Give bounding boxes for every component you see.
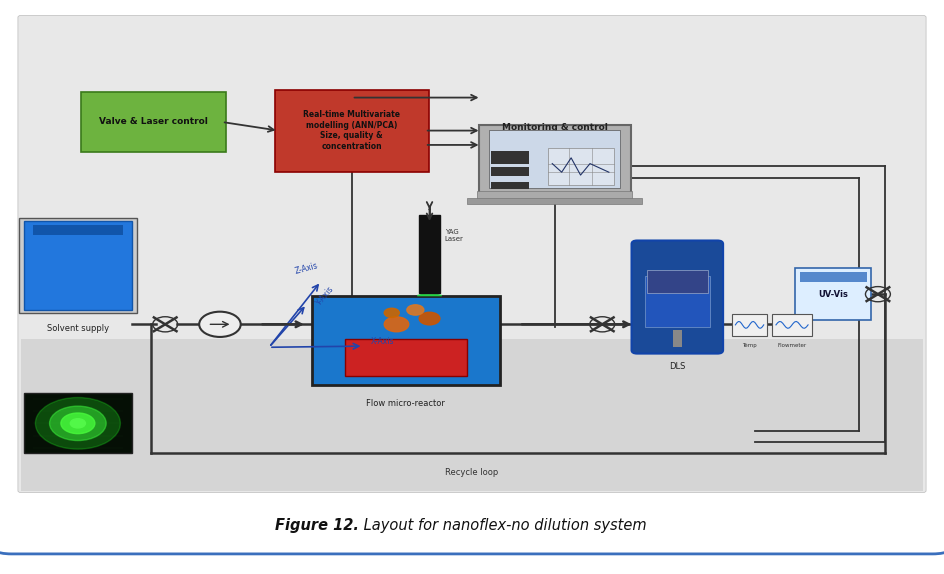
Text: Recycle loop: Recycle loop xyxy=(446,468,498,477)
Text: Figure 12.: Figure 12. xyxy=(275,518,359,533)
Bar xyxy=(800,272,867,282)
Text: YAG
Laser: YAG Laser xyxy=(445,229,464,242)
Bar xyxy=(312,296,500,385)
Text: Y-Axis: Y-Axis xyxy=(314,285,336,307)
Text: Monitoring & control: Monitoring & control xyxy=(501,123,608,132)
Bar xyxy=(489,130,620,188)
Text: Layout for nanoflex-no dilution system: Layout for nanoflex-no dilution system xyxy=(359,518,647,533)
Text: Real-time Multivariate
modelling (ANN/PCA)
Size, quality &
concentration: Real-time Multivariate modelling (ANN/PC… xyxy=(303,110,400,151)
Text: Temp: Temp xyxy=(742,343,757,348)
Circle shape xyxy=(419,312,440,325)
Polygon shape xyxy=(417,293,442,296)
Bar xyxy=(732,314,767,336)
Bar xyxy=(548,148,614,185)
Bar xyxy=(19,218,137,313)
FancyBboxPatch shape xyxy=(81,92,226,152)
Circle shape xyxy=(50,406,107,441)
FancyBboxPatch shape xyxy=(795,268,871,320)
Bar xyxy=(645,276,710,327)
Bar xyxy=(672,330,682,347)
Bar xyxy=(491,182,529,189)
Bar xyxy=(419,215,440,293)
Bar xyxy=(477,191,632,199)
Circle shape xyxy=(36,397,121,449)
FancyBboxPatch shape xyxy=(479,125,631,194)
Bar xyxy=(24,221,132,310)
Text: X-Axis: X-Axis xyxy=(371,338,395,346)
FancyBboxPatch shape xyxy=(632,241,723,354)
Text: Z-Axis: Z-Axis xyxy=(295,261,319,276)
Bar xyxy=(491,151,529,164)
Text: UV-Vis: UV-Vis xyxy=(818,290,848,298)
Text: Flowmeter: Flowmeter xyxy=(778,343,806,348)
Bar xyxy=(467,198,642,204)
Text: Flow micro-reactor: Flow micro-reactor xyxy=(366,399,446,408)
Text: Solvent supply: Solvent supply xyxy=(47,324,109,333)
Circle shape xyxy=(384,308,399,317)
Bar xyxy=(647,270,708,293)
Circle shape xyxy=(70,419,86,428)
Bar xyxy=(33,225,123,235)
Bar xyxy=(345,339,467,376)
FancyBboxPatch shape xyxy=(275,90,429,172)
Text: Valve & Laser control: Valve & Laser control xyxy=(99,118,208,126)
FancyBboxPatch shape xyxy=(0,0,944,554)
Bar xyxy=(491,167,529,176)
Text: DLS: DLS xyxy=(669,362,685,371)
Bar xyxy=(21,339,923,491)
Circle shape xyxy=(61,413,95,434)
Circle shape xyxy=(407,305,424,315)
Bar xyxy=(772,314,812,336)
Circle shape xyxy=(384,317,409,332)
Bar xyxy=(24,393,132,453)
Circle shape xyxy=(199,312,241,337)
FancyBboxPatch shape xyxy=(18,15,926,492)
